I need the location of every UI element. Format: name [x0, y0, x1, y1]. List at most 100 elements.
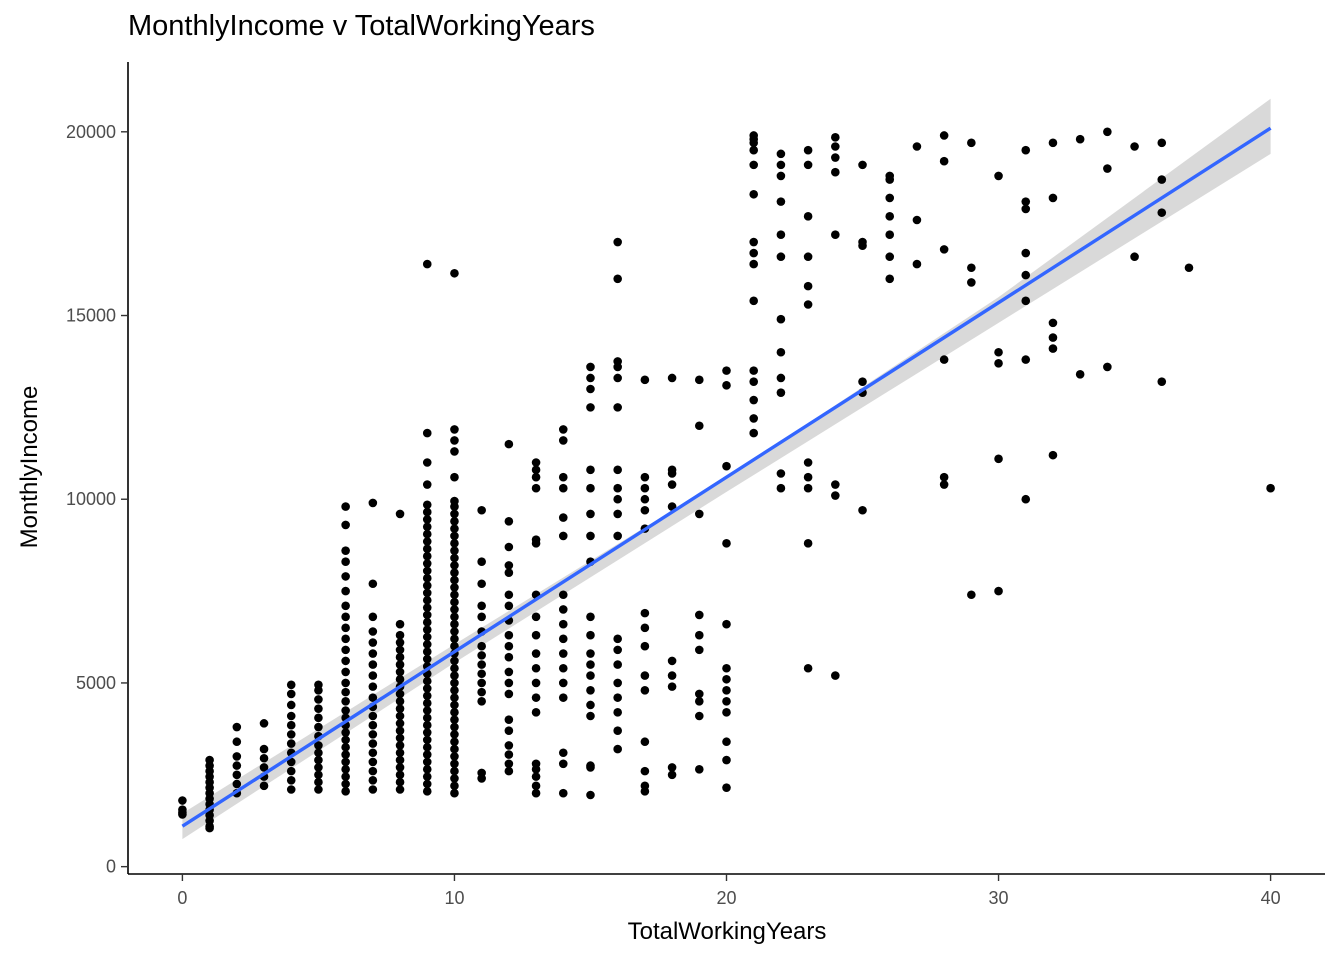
data-point [450, 553, 459, 563]
data-point [694, 610, 704, 620]
data-point [640, 685, 650, 695]
data-point [395, 755, 405, 765]
data-point [803, 300, 813, 309]
data-point [1021, 197, 1031, 206]
data-point [1021, 355, 1031, 364]
data-point [314, 695, 323, 704]
data-point [422, 507, 432, 517]
data-point [586, 660, 595, 669]
data-point [422, 566, 432, 576]
data-point [314, 763, 323, 772]
data-point [368, 612, 378, 622]
data-point [450, 708, 459, 717]
data-point [504, 750, 514, 759]
data-point [259, 744, 269, 754]
data-point [531, 612, 541, 622]
data-point [803, 483, 813, 493]
data-point [450, 546, 459, 555]
data-point [286, 730, 296, 739]
data-point [613, 483, 622, 493]
data-point [477, 697, 486, 706]
data-point [450, 509, 459, 519]
data-point [749, 248, 759, 258]
data-point [504, 715, 514, 724]
data-point [1103, 164, 1112, 173]
data-point [749, 131, 759, 140]
data-point [341, 645, 350, 655]
data-point [504, 741, 514, 750]
data-point [395, 770, 405, 780]
data-point [613, 357, 622, 366]
data-point [776, 347, 786, 357]
data-point [776, 469, 786, 478]
data-point [694, 645, 704, 655]
data-point [450, 524, 459, 533]
data-point [885, 274, 895, 284]
x-tick-label: 40 [1261, 888, 1281, 908]
data-point [504, 590, 514, 600]
data-point [586, 465, 595, 475]
data-point [558, 605, 568, 614]
y-tick-label: 20000 [66, 122, 116, 142]
data-point [667, 763, 677, 772]
data-point [341, 742, 350, 752]
data-point [531, 458, 541, 467]
data-point [722, 539, 731, 548]
data-point [422, 588, 432, 598]
data-point [558, 472, 568, 482]
data-point [749, 296, 759, 306]
data-point [504, 667, 514, 677]
data-point [450, 447, 459, 456]
data-point [885, 212, 895, 221]
data-point [504, 516, 514, 526]
data-point [531, 781, 541, 791]
data-point [314, 770, 323, 780]
y-tick-label: 5000 [76, 673, 116, 693]
data-point [803, 663, 813, 673]
data-point [422, 515, 432, 524]
data-point [368, 579, 378, 589]
data-point [504, 652, 514, 662]
data-point [395, 689, 405, 699]
data-point [967, 263, 976, 273]
data-point [994, 171, 1003, 181]
data-point [694, 421, 704, 431]
data-point [477, 579, 486, 589]
data-point [531, 465, 541, 475]
data-point [232, 722, 242, 732]
data-point [341, 735, 350, 745]
data-point [504, 561, 514, 570]
data-point [722, 737, 731, 747]
data-point [858, 160, 867, 170]
y-tick-label: 15000 [66, 306, 116, 326]
data-point [232, 752, 242, 761]
data-point [477, 612, 486, 622]
data-point [1266, 483, 1275, 493]
data-point [341, 757, 350, 767]
data-point [422, 698, 432, 708]
x-tick-label: 0 [177, 888, 187, 908]
data-point [858, 377, 867, 386]
data-point [450, 472, 459, 482]
axes-layer: 0 10 20 30 40 0 5000 10000 15000 20000 [66, 62, 1325, 908]
data-point [613, 274, 622, 284]
data-point [422, 787, 432, 796]
data-point [1021, 296, 1031, 306]
data-point [994, 454, 1003, 464]
data-point [831, 671, 840, 680]
data-point [803, 145, 813, 155]
data-point [1021, 270, 1031, 280]
data-point [994, 358, 1003, 368]
data-point [450, 744, 459, 754]
data-point [314, 722, 323, 732]
data-point [422, 551, 432, 561]
data-point [667, 373, 677, 383]
data-point [395, 619, 405, 629]
data-point [694, 711, 704, 721]
data-point [286, 680, 296, 690]
data-point [803, 252, 813, 262]
data-point [477, 678, 486, 688]
data-point [694, 509, 704, 519]
data-point [422, 713, 432, 723]
data-point [667, 682, 677, 691]
